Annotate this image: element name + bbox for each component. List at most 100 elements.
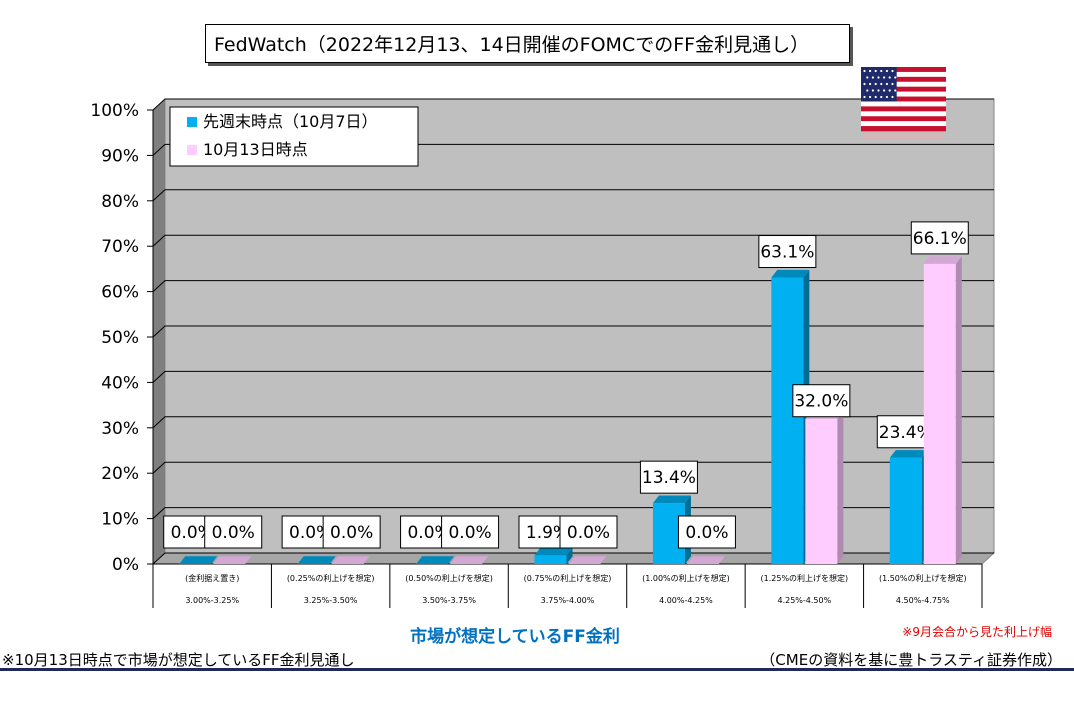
flag-stripe — [861, 96, 946, 102]
bar-top — [568, 556, 607, 564]
category-note: (0.25%の利上げを想定) — [287, 573, 375, 583]
data-label: 1.9% — [526, 523, 569, 543]
gridline — [152, 461, 994, 474]
gridline — [152, 507, 994, 519]
category-label: 3.75%-4.00% — [541, 596, 595, 605]
bar-top — [923, 256, 962, 264]
y-tick-label: 80% — [101, 192, 139, 212]
flag-star — [891, 95, 894, 99]
flag-star — [888, 76, 891, 79]
data-label-box — [559, 515, 618, 549]
y-tick-label: 40% — [101, 373, 139, 393]
bar-oct7 — [534, 555, 567, 564]
gridline — [152, 98, 994, 111]
data-label: 0.0% — [448, 523, 491, 543]
flag-star — [880, 95, 883, 99]
flag-star — [894, 89, 897, 92]
data-label-box — [758, 235, 817, 269]
flag-star — [880, 69, 883, 73]
y-tick-label: 20% — [101, 464, 139, 484]
flag-star — [869, 82, 872, 86]
gridline — [152, 143, 994, 156]
data-label-box — [910, 221, 969, 255]
footnote: ※10月13日時点で市場が想定しているFF金利見通し — [2, 651, 355, 669]
data-label-box — [677, 515, 736, 549]
flag-star — [863, 69, 866, 73]
flag-stripe — [861, 86, 946, 92]
bar-top — [771, 269, 810, 278]
flag-stripe — [861, 116, 946, 122]
category-label: 4.50%-4.75% — [896, 596, 950, 605]
gridline — [152, 552, 994, 565]
bar-top — [179, 556, 218, 564]
category-label: 4.00%-4.25% — [659, 596, 713, 605]
flag-stripe — [861, 101, 946, 107]
data-label: 0.0% — [171, 523, 214, 543]
x-axis-title: 市場が想定しているFF金利 — [410, 627, 620, 647]
gridline — [152, 370, 994, 383]
data-label: 23.4% — [879, 423, 933, 443]
flag-stripe — [861, 126, 946, 132]
divider — [0, 668, 1074, 671]
flag-star — [874, 69, 877, 73]
data-label: 0.0% — [212, 523, 255, 543]
bar-top — [889, 450, 928, 458]
legend — [169, 106, 419, 167]
flag-star — [874, 95, 877, 99]
flag-star — [885, 82, 889, 86]
bar-oct13 — [923, 263, 956, 564]
flag-star — [874, 82, 877, 86]
y-tick-label: 100% — [90, 101, 139, 121]
category-note: (1.00%の利上げを想定) — [642, 573, 730, 583]
flag-star — [866, 76, 869, 79]
bar-side — [955, 256, 962, 564]
data-label-box — [322, 515, 381, 549]
flag-canton — [861, 67, 897, 102]
gridline — [152, 234, 994, 247]
bar-oct7 — [771, 277, 804, 564]
category-label: 4.25%-4.50% — [777, 596, 831, 605]
flag-star — [885, 69, 889, 73]
data-label-box — [792, 384, 851, 418]
note-rate-hike-basis: ※9月会合から見た利上げ幅 — [902, 625, 1052, 639]
flag-star — [871, 76, 875, 79]
data-label: 63.1% — [760, 243, 814, 263]
bar-top — [331, 556, 370, 564]
flag-star — [869, 95, 872, 99]
legend-label: 先週末時点（10月7日） — [203, 112, 378, 131]
legend-swatch — [187, 145, 197, 155]
flag-star — [885, 95, 889, 99]
y-tick-label: 30% — [101, 419, 139, 439]
flag-star — [871, 89, 875, 92]
flag-star — [883, 89, 886, 92]
y-tick-label: 50% — [101, 328, 139, 348]
flag-stripe — [861, 67, 946, 73]
source-note: （CMEの資料を基に豊トラスティ証券作成） — [760, 651, 1062, 669]
flag-star — [891, 82, 894, 86]
bar-top — [297, 556, 336, 564]
flag-star — [863, 82, 866, 86]
data-label-box — [204, 515, 263, 549]
bar-top — [450, 556, 489, 564]
data-label: 32.0% — [794, 392, 848, 412]
flag-star — [883, 76, 886, 79]
flag-star — [869, 69, 872, 73]
gridline — [152, 325, 994, 338]
data-label: 0.0% — [330, 523, 373, 543]
flag-star — [888, 89, 891, 92]
chart-title: FedWatch（2022年12月13、14日開催のFOMCでのFF金利見通し） — [205, 24, 850, 63]
gridline — [152, 189, 994, 202]
flag-star — [866, 89, 869, 92]
bar-top — [686, 556, 725, 564]
bar-side — [837, 411, 844, 564]
y-tick-label: 60% — [101, 283, 139, 303]
y-tick-label: 0% — [112, 555, 139, 575]
bar-top — [534, 547, 573, 556]
data-label-box — [441, 515, 500, 549]
category-label: 3.50%-3.75% — [422, 596, 476, 605]
data-label: 0.0% — [289, 523, 332, 543]
bar-side — [566, 547, 573, 564]
bar-top — [213, 556, 252, 564]
us-flag-icon — [861, 67, 946, 132]
y-tick-label: 10% — [101, 510, 139, 530]
